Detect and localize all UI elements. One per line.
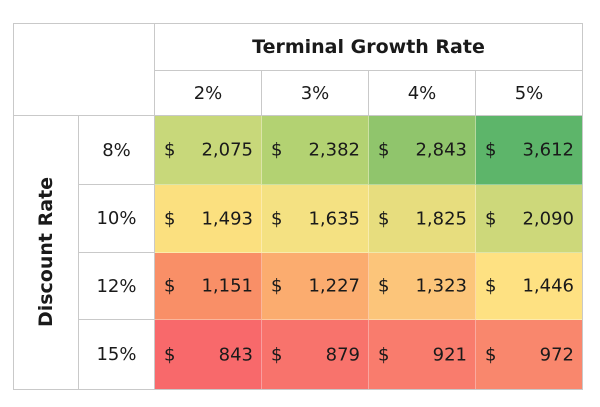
sensitivity-table: Terminal Growth Rate 2% 3% 4% 5% Discount Rat… bbox=[13, 23, 583, 390]
currency-symbol: $ bbox=[378, 139, 390, 161]
currency-symbol: $ bbox=[271, 275, 283, 297]
cell-value: 2,843 bbox=[415, 139, 467, 161]
cell-value: 1,151 bbox=[201, 275, 253, 297]
heatmap-cell: $972 bbox=[476, 320, 583, 390]
currency-symbol: $ bbox=[378, 275, 390, 297]
cell-value: 879 bbox=[325, 344, 360, 365]
row-header: 12% bbox=[79, 253, 155, 320]
currency-symbol: $ bbox=[378, 344, 390, 365]
currency-symbol: $ bbox=[378, 208, 390, 229]
cell-value: 1,227 bbox=[308, 275, 360, 297]
column-header: 3% bbox=[262, 71, 369, 116]
heatmap-cell: $1,151 bbox=[155, 253, 262, 320]
currency-symbol: $ bbox=[271, 344, 283, 365]
corner-blank bbox=[13, 23, 155, 116]
currency-symbol: $ bbox=[485, 275, 497, 297]
column-header: 5% bbox=[476, 71, 583, 116]
heatmap-cell: $843 bbox=[155, 320, 262, 390]
column-header: 2% bbox=[155, 71, 262, 116]
currency-symbol: $ bbox=[164, 208, 176, 229]
cell-value: 972 bbox=[539, 344, 574, 365]
currency-symbol: $ bbox=[485, 139, 497, 161]
cell-value: 1,825 bbox=[415, 208, 467, 229]
cell-value: 1,635 bbox=[308, 208, 360, 229]
currency-symbol: $ bbox=[271, 208, 283, 229]
heatmap-cell: $879 bbox=[262, 320, 369, 390]
heatmap-cell: $1,323 bbox=[369, 253, 476, 320]
currency-symbol: $ bbox=[485, 208, 497, 229]
cell-value: 1,446 bbox=[522, 275, 574, 297]
currency-symbol: $ bbox=[164, 139, 176, 161]
heatmap-cell: $2,075 bbox=[155, 116, 262, 185]
row-header: 8% bbox=[79, 116, 155, 185]
row-header: 10% bbox=[79, 185, 155, 253]
cell-value: 3,612 bbox=[522, 139, 574, 161]
cell-value: 2,075 bbox=[201, 139, 253, 161]
heatmap-cell: $1,493 bbox=[155, 185, 262, 253]
cell-value: 1,493 bbox=[201, 208, 253, 229]
cell-value: 1,323 bbox=[415, 275, 467, 297]
currency-symbol: $ bbox=[164, 275, 176, 297]
heatmap-cell: $2,090 bbox=[476, 185, 583, 253]
heatmap-cell: $1,227 bbox=[262, 253, 369, 320]
cell-value: 843 bbox=[218, 344, 253, 365]
currency-symbol: $ bbox=[164, 344, 176, 365]
heatmap-cell: $1,446 bbox=[476, 253, 583, 320]
currency-symbol: $ bbox=[271, 139, 283, 161]
heatmap-cell: $2,382 bbox=[262, 116, 369, 185]
heatmap-cell: $3,612 bbox=[476, 116, 583, 185]
column-axis-title: Terminal Growth Rate bbox=[155, 23, 583, 71]
cell-value: 921 bbox=[432, 344, 467, 365]
heatmap-cell: $1,635 bbox=[262, 185, 369, 253]
cell-value: 2,090 bbox=[522, 208, 574, 229]
heatmap-cell: $921 bbox=[369, 320, 476, 390]
cell-value: 2,382 bbox=[308, 139, 360, 161]
row-axis-title: Discount Rate bbox=[35, 176, 57, 328]
row-axis-title-cell: Discount Rate bbox=[13, 116, 79, 390]
currency-symbol: $ bbox=[485, 344, 497, 365]
row-header: 15% bbox=[79, 320, 155, 390]
column-header: 4% bbox=[369, 71, 476, 116]
heatmap-cell: $1,825 bbox=[369, 185, 476, 253]
heatmap-cell: $2,843 bbox=[369, 116, 476, 185]
